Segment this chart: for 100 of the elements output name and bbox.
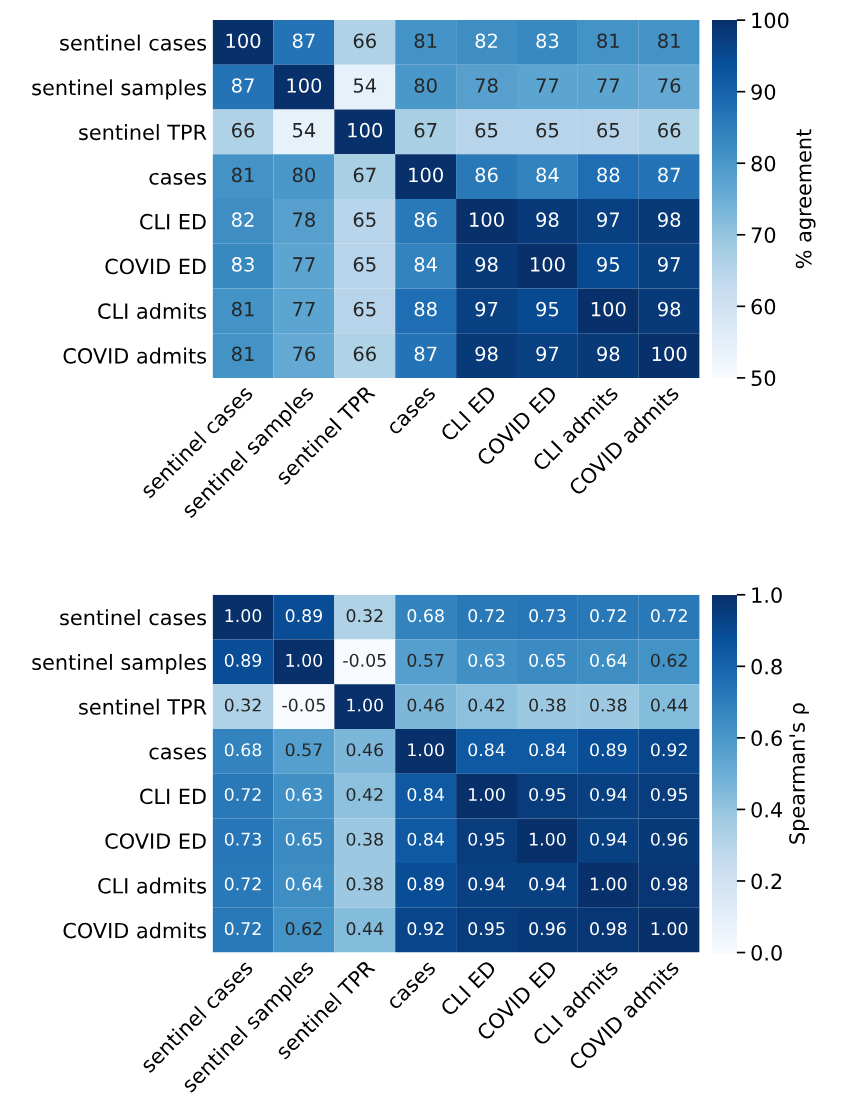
data-label: 0.57	[407, 653, 444, 667]
color-bar-label: 0.8	[751, 658, 782, 675]
data-label: 100	[531, 257, 565, 272]
data-label: 0.62	[651, 653, 687, 667]
data-label: 0.38	[346, 877, 383, 891]
data-label: 0.38	[590, 698, 627, 712]
data-label: 65	[475, 122, 498, 138]
data-label: 0.84	[407, 787, 445, 802]
color-bar-label: 0.4	[751, 801, 783, 818]
data-label: 87	[414, 346, 437, 362]
data-label: 97	[475, 301, 498, 317]
data-label: 0.92	[407, 922, 444, 936]
data-label: 54	[353, 78, 377, 93]
data-label: 0.68	[407, 609, 444, 623]
data-label: 0.94	[468, 877, 505, 891]
data-label: 98	[597, 346, 620, 362]
color-bar-label: 70	[751, 227, 776, 243]
data-label: 88	[414, 301, 437, 317]
data-label: 87	[292, 33, 315, 49]
y-tick-label: sentinel cases	[60, 609, 207, 626]
y-tick-label: cases	[149, 172, 207, 185]
data-label: 0.98	[651, 877, 688, 891]
data-label: 0.46	[407, 698, 444, 712]
data-label: 0.84	[407, 832, 445, 846]
data-label: 0.84	[468, 743, 505, 757]
data-label: 97	[597, 212, 620, 228]
data-label: 100	[226, 33, 261, 49]
data-label: 76	[293, 346, 316, 362]
data-label: 100	[348, 122, 383, 138]
data-label: 80	[292, 167, 315, 183]
data-label: 66	[658, 122, 681, 138]
data-label: 77	[293, 257, 315, 272]
data-label: 0.44	[651, 698, 688, 712]
data-label: 1.00	[408, 743, 444, 757]
data-label: -0.05	[282, 698, 325, 712]
data-label: 1.00	[590, 877, 627, 891]
data-label: 0.89	[590, 743, 627, 757]
data-label: 98	[475, 257, 498, 272]
data-label: 66	[353, 346, 376, 362]
data-label: 1.00	[651, 922, 688, 936]
color-bar-label: 80	[751, 155, 776, 172]
data-label: 0.46	[346, 743, 384, 757]
y-tick-label: CLI admits	[98, 877, 207, 894]
data-label: 98	[475, 346, 498, 362]
data-label: 81	[597, 33, 619, 49]
y-tick-label: CLI admits	[98, 302, 207, 320]
color-bar-label: 1.0	[752, 587, 782, 603]
data-label: 0.95	[651, 787, 687, 802]
data-label: 81	[414, 33, 437, 49]
data-label: 65	[353, 257, 376, 272]
data-label: 65	[597, 122, 619, 138]
data-label: 0.95	[529, 787, 566, 802]
data-label: 87	[658, 167, 680, 183]
y-tick-label: COVID ED	[105, 258, 206, 275]
data-label: 82	[231, 212, 254, 228]
data-label: 77	[597, 78, 620, 93]
color-bar-label: 0.2	[751, 873, 782, 890]
data-label: 0.38	[529, 698, 566, 712]
data-label: 0.95	[468, 922, 505, 936]
y-tick-label: COVID admits	[63, 922, 207, 939]
data-label: 0.42	[346, 787, 383, 802]
data-label: 95	[536, 301, 559, 317]
data-label: 86	[414, 212, 437, 228]
y-tick-label: sentinel cases	[60, 34, 207, 51]
data-label: 0.32	[224, 698, 261, 712]
color-bar-label: 60	[751, 298, 776, 315]
data-label: -0.05	[343, 653, 386, 667]
data-label: 0.89	[285, 609, 323, 623]
data-label: 82	[475, 33, 497, 49]
data-label: 0.65	[529, 653, 566, 667]
data-label: 100	[470, 212, 504, 228]
data-label: 65	[353, 212, 376, 228]
data-label: 0.96	[651, 832, 688, 846]
color-bar-label: 0.0	[751, 944, 782, 961]
data-label: 0.57	[285, 743, 322, 757]
data-label: 67	[414, 122, 437, 138]
data-label: 54	[293, 123, 316, 138]
data-label: 0.65	[285, 832, 322, 846]
y-tick-label: sentinel TPR	[79, 698, 207, 715]
y-tick-label: CLI ED	[140, 213, 206, 230]
data-label: 0.63	[468, 653, 505, 667]
data-label: 100	[409, 167, 443, 183]
data-label: 86	[475, 167, 498, 183]
data-label: 78	[475, 78, 498, 93]
y-tick-label: sentinel samples	[32, 653, 207, 675]
data-label: 1.00	[286, 653, 323, 667]
y-tick-label: sentinel samples	[32, 79, 207, 100]
data-label: 0.72	[224, 877, 261, 891]
data-label: 0.84	[529, 743, 566, 757]
y-tick-label: cases	[149, 747, 207, 760]
color-bar-label: 50	[751, 370, 776, 387]
data-label: 81	[231, 346, 254, 362]
data-label: 67	[353, 167, 376, 183]
data-label: 83	[536, 33, 559, 49]
data-label: 0.94	[529, 877, 566, 891]
data-label: 84	[414, 257, 437, 272]
y-tick-label: CLI ED	[140, 788, 206, 805]
data-label: 0.89	[407, 877, 444, 891]
data-label: 100	[652, 346, 687, 362]
data-label: 1.00	[225, 609, 262, 623]
